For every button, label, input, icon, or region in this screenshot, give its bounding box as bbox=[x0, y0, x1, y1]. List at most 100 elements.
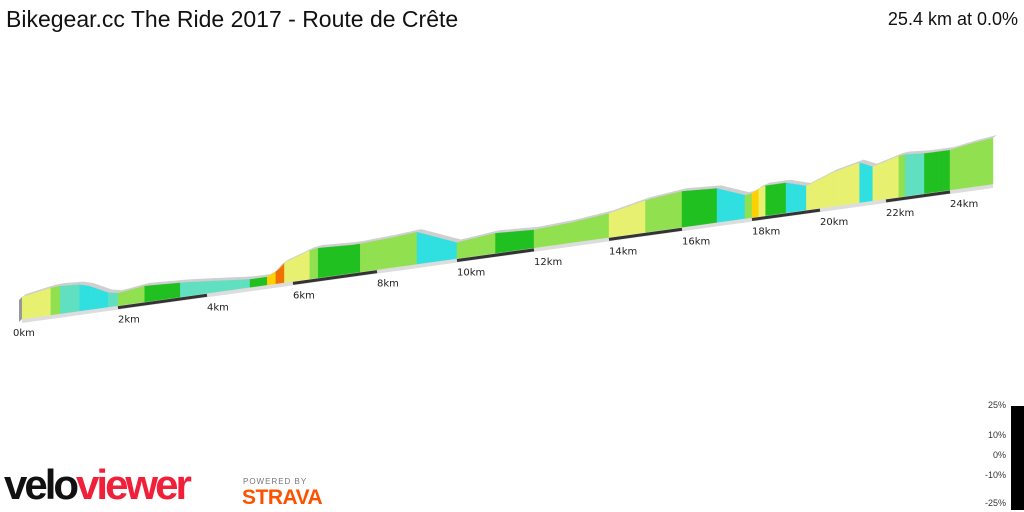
profile-top bbox=[457, 237, 469, 243]
profile-top bbox=[534, 225, 546, 230]
profile-top bbox=[745, 190, 756, 196]
km-band bbox=[117, 293, 208, 310]
profile-segment bbox=[144, 284, 154, 303]
profile-top bbox=[377, 235, 389, 241]
profile-segment bbox=[986, 137, 994, 186]
profile-top bbox=[189, 278, 203, 283]
profile-segment bbox=[968, 142, 975, 188]
profile-top bbox=[417, 229, 429, 235]
profile-segment bbox=[659, 194, 668, 231]
profile-top bbox=[717, 185, 728, 191]
profile-top bbox=[472, 233, 485, 239]
profile-top bbox=[180, 279, 194, 283]
profile-top bbox=[710, 185, 721, 189]
strava-logo[interactable]: STRAVA bbox=[242, 486, 323, 509]
profile-top bbox=[703, 185, 714, 190]
profile-segment bbox=[608, 210, 617, 238]
profile-top bbox=[943, 147, 954, 151]
profile-segment bbox=[41, 287, 51, 317]
profile-segment bbox=[709, 188, 718, 224]
profile-top bbox=[31, 287, 46, 294]
profile-segment bbox=[117, 290, 128, 306]
profile-top bbox=[980, 136, 991, 142]
profile-segment bbox=[249, 277, 259, 288]
profile-top bbox=[385, 234, 397, 239]
profile-segment bbox=[416, 231, 426, 265]
profile-top bbox=[351, 240, 365, 245]
legend-label: -25% bbox=[984, 498, 1006, 508]
profile-top bbox=[258, 273, 272, 279]
profile-top bbox=[956, 143, 967, 149]
profile-top bbox=[779, 179, 790, 184]
profile-top bbox=[144, 282, 158, 286]
profile-segment bbox=[737, 193, 746, 220]
profile-segment bbox=[541, 226, 550, 248]
profile-segment bbox=[267, 271, 276, 286]
profile-top bbox=[464, 235, 477, 241]
profile-top bbox=[326, 243, 339, 248]
profile-segment bbox=[772, 183, 780, 215]
x-tick-label: 0km bbox=[13, 328, 35, 339]
profile-segment bbox=[905, 153, 912, 197]
profile-top bbox=[866, 161, 877, 167]
profile-top bbox=[153, 281, 167, 286]
profile-top bbox=[937, 147, 948, 152]
profile-top bbox=[318, 244, 331, 249]
profile-segment bbox=[758, 185, 766, 217]
profile-top bbox=[924, 149, 935, 154]
profile-top bbox=[162, 280, 176, 285]
profile-segment bbox=[284, 258, 294, 283]
profile-segment bbox=[292, 254, 302, 282]
legend-bar bbox=[1011, 406, 1024, 510]
profile-top bbox=[872, 161, 884, 167]
veloviewer-logo[interactable]: veloviewer bbox=[4, 461, 192, 508]
profile-top bbox=[689, 187, 700, 191]
profile-top bbox=[50, 282, 65, 288]
profile-segment bbox=[108, 292, 119, 308]
profile-segment bbox=[730, 191, 739, 221]
profile-segment bbox=[785, 182, 793, 214]
profile-segment bbox=[368, 240, 378, 272]
profile-top bbox=[98, 286, 113, 293]
profile-top bbox=[758, 182, 770, 189]
profile-top bbox=[368, 237, 381, 243]
profile-segment bbox=[955, 146, 963, 190]
profile-top bbox=[806, 179, 818, 186]
profile-segment bbox=[384, 237, 394, 269]
profile-top bbox=[786, 179, 797, 184]
elevation-profile-chart[interactable]: 0km 2km 4km 6km 8km 10km 12km 14km 16km 18km 20km 2… bbox=[0, 0, 1024, 400]
profile-segment bbox=[601, 213, 610, 239]
profile-segment bbox=[695, 189, 704, 226]
profile-segment bbox=[343, 244, 352, 275]
profile-segment bbox=[376, 238, 386, 270]
profile-top bbox=[503, 228, 515, 233]
profile-segment bbox=[31, 290, 42, 318]
profile-top bbox=[974, 138, 985, 143]
profile-top bbox=[487, 230, 500, 236]
profile-segment bbox=[974, 140, 981, 187]
profile-segment bbox=[645, 198, 653, 233]
profile-segment bbox=[556, 223, 565, 245]
profile-segment bbox=[826, 171, 834, 208]
profile-segment bbox=[408, 231, 418, 266]
profile-segment bbox=[917, 153, 925, 195]
profile-top bbox=[526, 226, 538, 231]
legend-label: 0% bbox=[992, 450, 1006, 460]
profile-top bbox=[623, 202, 635, 209]
profile-top bbox=[652, 193, 665, 199]
profile-top bbox=[495, 229, 508, 234]
profile-top bbox=[930, 148, 942, 153]
profile-segment bbox=[448, 240, 458, 260]
profile-top bbox=[22, 290, 36, 297]
profile-segment bbox=[819, 175, 827, 209]
profile-segment bbox=[930, 151, 938, 193]
profile-segment bbox=[879, 161, 887, 201]
profile-segment bbox=[197, 281, 208, 295]
profile-top bbox=[89, 282, 103, 290]
profile-top bbox=[135, 282, 149, 289]
profile-segment bbox=[898, 154, 906, 198]
profile-top bbox=[839, 164, 851, 170]
profile-top bbox=[820, 172, 831, 180]
profile-top bbox=[918, 150, 929, 154]
profile-segment bbox=[69, 284, 80, 313]
